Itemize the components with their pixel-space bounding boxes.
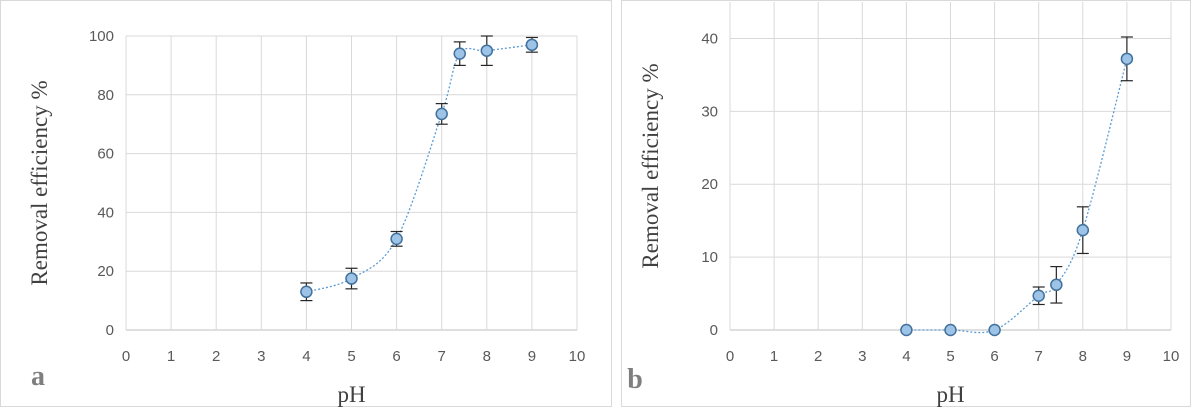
- y-tick-label: 40: [97, 204, 114, 221]
- panel-label: a: [31, 361, 45, 392]
- x-tick-label: 1: [770, 348, 778, 365]
- data-point: [1120, 52, 1134, 66]
- data-point: [345, 272, 358, 285]
- x-tick-label: 2: [212, 348, 220, 365]
- x-axis-title: pH: [337, 382, 365, 407]
- x-axis-title: pH: [936, 382, 964, 407]
- y-axis-title: Removal efficiency %: [638, 63, 663, 268]
- x-tick-label: 4: [302, 348, 310, 365]
- x-tick-label: 9: [1123, 348, 1131, 365]
- y-tick-label: 20: [97, 263, 114, 280]
- x-tick-label: 2: [814, 348, 822, 365]
- x-tick-label: 0: [122, 348, 130, 365]
- data-point: [390, 232, 403, 246]
- x-tick-label: 4: [902, 348, 910, 365]
- y-axis-title: Removal efficiency %: [27, 80, 52, 285]
- x-tick-label: 3: [858, 348, 866, 365]
- y-tick-label: 100: [89, 28, 114, 45]
- x-tick-label: 0: [726, 348, 734, 365]
- x-tick-label: 5: [347, 348, 355, 365]
- y-tick-label: 60: [97, 146, 114, 163]
- data-point: [900, 323, 913, 337]
- data-point: [525, 38, 539, 52]
- panel-label: b: [627, 364, 643, 395]
- y-tick-label: 20: [701, 176, 718, 193]
- data-point: [300, 285, 313, 299]
- data-point: [435, 107, 448, 121]
- data-point: [480, 44, 494, 57]
- x-tick-label: 10: [1163, 348, 1180, 365]
- data-point: [944, 323, 957, 337]
- x-tick-label: 5: [946, 348, 954, 365]
- y-tick-label: 40: [701, 30, 718, 47]
- y-tick-label: 80: [97, 87, 114, 104]
- x-tick-label: 6: [990, 348, 998, 365]
- data-point: [1050, 278, 1063, 292]
- data-point: [453, 47, 466, 60]
- x-tick-label: 8: [1079, 348, 1087, 365]
- x-tick-label: 10: [569, 348, 586, 365]
- x-tick-label: 6: [392, 348, 400, 365]
- y-tick-label: 0: [106, 322, 114, 339]
- y-tick-label: 0: [710, 322, 718, 339]
- data-point: [1032, 289, 1045, 302]
- data-point: [988, 323, 1001, 337]
- x-tick-label: 8: [483, 348, 491, 365]
- x-tick-label: 3: [257, 348, 265, 365]
- chart-panel-b: 0 10 20 30 40 0 1 2 3 4 5 6 7 8 9 10 Removal efficiency …: [621, 0, 1191, 407]
- chart-panel-a: 0 20 40 60 80 100 0 1 2 3 4 5 6 7 8 9 10 Removal efficien…: [0, 0, 612, 407]
- x-tick-label: 1: [167, 348, 175, 365]
- x-tick-label: 7: [1035, 348, 1043, 365]
- data-point: [1076, 223, 1090, 237]
- x-tick-label: 7: [438, 348, 446, 365]
- y-tick-label: 30: [701, 103, 718, 120]
- y-tick-label: 10: [701, 249, 718, 266]
- x-tick-label: 9: [528, 348, 536, 365]
